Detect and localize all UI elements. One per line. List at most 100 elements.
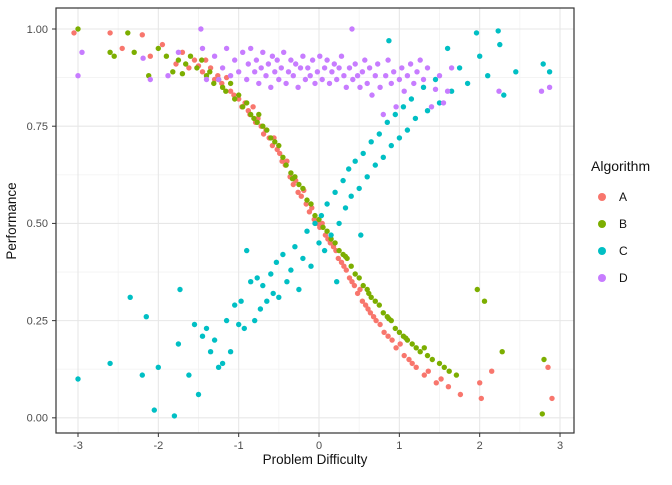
data-point-B (207, 69, 213, 75)
data-point-D (372, 73, 378, 79)
panel-border (55, 7, 575, 434)
data-point-A (119, 45, 125, 52)
data-point-C (360, 150, 366, 157)
data-point-D (283, 80, 289, 87)
data-point-D (388, 80, 394, 87)
data-point-A (223, 74, 230, 81)
data-point-D (331, 61, 337, 67)
legend-dot-c-icon (598, 246, 606, 255)
data-point-B (344, 255, 350, 262)
data-point-A (362, 302, 369, 308)
data-point-D (364, 80, 370, 87)
data-point-C (227, 349, 234, 355)
data-point-D (319, 76, 325, 83)
data-point-D (276, 76, 282, 83)
legend-label-b: B (619, 216, 628, 231)
data-point-D (288, 57, 294, 63)
data-point-C (404, 127, 411, 133)
data-points (71, 26, 555, 419)
data-point-C (356, 185, 362, 192)
data-point-D (338, 53, 345, 59)
data-point-A (401, 352, 407, 359)
data-point-A (71, 30, 77, 36)
data-point-C (340, 177, 346, 184)
data-point-A (341, 263, 347, 269)
data-point-C (284, 279, 290, 285)
data-point-C (497, 41, 503, 48)
data-point-A (425, 368, 431, 374)
data-point-D (329, 69, 335, 75)
data-point-A (421, 372, 427, 378)
data-point-D (227, 73, 234, 79)
data-point-C (328, 232, 334, 238)
data-point-A (298, 193, 304, 199)
data-point-C (388, 142, 394, 149)
data-point-C (352, 158, 358, 164)
data-point-C (432, 76, 439, 83)
data-point-C (501, 92, 507, 98)
data-point-C (321, 247, 328, 254)
data-point-D (305, 65, 311, 71)
data-point-D (385, 57, 391, 63)
data-point-B (163, 53, 170, 59)
data-point-D (175, 49, 182, 55)
data-point-D (414, 69, 420, 75)
data-point-B (324, 228, 330, 234)
data-point-A (179, 49, 186, 55)
data-point-B (380, 310, 386, 316)
data-point-D (300, 53, 306, 59)
data-point-D (404, 73, 411, 79)
data-point-D (343, 84, 349, 91)
data-point-C (288, 267, 294, 273)
data-point-B (436, 360, 443, 367)
data-point-D (366, 65, 373, 71)
series-D (75, 26, 553, 118)
data-point-C (139, 372, 145, 378)
data-point-C (364, 174, 370, 180)
data-point-D (274, 57, 280, 63)
data-point-D (380, 111, 386, 118)
data-point-B (211, 80, 217, 87)
data-point-A (295, 189, 301, 195)
data-point-B (264, 127, 270, 133)
data-point-B (125, 30, 131, 36)
data-point-C (211, 337, 218, 343)
data-point-B (296, 181, 302, 188)
data-point-D (369, 92, 375, 98)
data-point-D (424, 65, 431, 71)
data-point-C (334, 279, 340, 285)
legend-title: Algorithm (591, 158, 651, 174)
data-point-C (316, 240, 322, 246)
legend-item-c: C (589, 237, 671, 264)
data-point-D (198, 26, 204, 32)
data-point-C (280, 251, 286, 258)
data-point-C (386, 38, 392, 44)
data-point-C (546, 69, 553, 75)
data-point-C (75, 376, 81, 382)
data-point-B (236, 92, 242, 98)
data-point-D (432, 86, 439, 93)
data-point-B (316, 216, 322, 223)
data-point-A (406, 356, 412, 363)
data-point-D (448, 65, 455, 71)
data-point-D (336, 65, 342, 71)
data-point-A (139, 32, 145, 38)
data-point-B (348, 263, 354, 269)
data-point-A (438, 376, 444, 382)
data-point-D (211, 53, 218, 59)
data-point-D (240, 49, 246, 55)
data-point-D (440, 100, 447, 106)
data-point-C (424, 108, 431, 114)
data-point-D (324, 57, 330, 63)
data-point-C (276, 294, 282, 300)
data-point-D (321, 65, 328, 71)
data-point-D (232, 57, 238, 63)
data-point-B (308, 201, 314, 207)
legend-label-a: A (619, 189, 628, 204)
data-point-D (307, 73, 313, 79)
data-point-A (227, 88, 234, 94)
data-point-C (392, 111, 398, 118)
data-point-B (244, 100, 250, 106)
data-point-D (349, 26, 355, 32)
